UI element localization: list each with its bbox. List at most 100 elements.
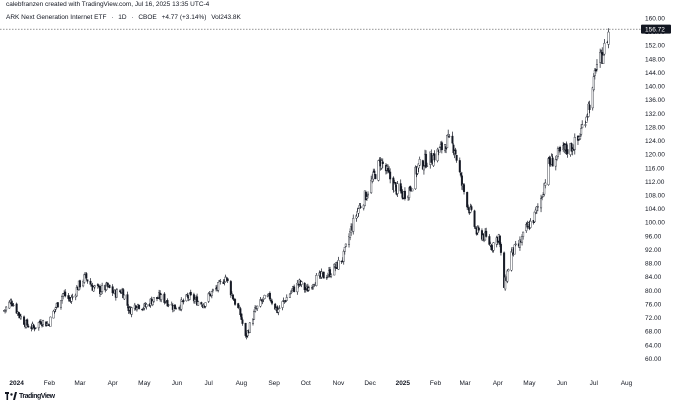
candle-body <box>506 270 509 282</box>
candle-body <box>426 165 429 167</box>
candle-body <box>59 300 62 308</box>
candle-body <box>554 159 557 167</box>
candle-body <box>270 300 273 304</box>
candle-body <box>111 286 114 294</box>
x-tick-label: Apr <box>493 380 504 387</box>
candle-body <box>594 69 597 72</box>
candle-body <box>75 287 78 297</box>
candle-body <box>37 321 40 329</box>
candle-body <box>142 308 145 310</box>
candle-body <box>418 159 421 166</box>
candle-body <box>529 221 532 228</box>
candle-body <box>126 294 129 306</box>
candle-body <box>289 291 292 294</box>
candle-body <box>92 286 95 292</box>
candle-body <box>513 244 516 255</box>
x-tick-label: May <box>523 380 536 387</box>
candle-body <box>378 159 381 161</box>
last-price-badge <box>641 24 671 34</box>
symbol-timeframe[interactable]: 1D <box>118 14 127 21</box>
symbol-exchange: CBOE <box>138 14 157 21</box>
candle-body <box>297 284 300 286</box>
candle-body <box>547 158 550 186</box>
candle-body <box>541 196 544 198</box>
candle-body <box>108 284 111 288</box>
candle-body <box>173 304 176 309</box>
y-tick-label: 76.00 <box>645 301 662 308</box>
candle-body <box>145 304 148 308</box>
candle-body <box>27 325 30 328</box>
candle-body <box>463 184 466 192</box>
candle-body <box>403 190 406 199</box>
candle-body <box>446 135 449 149</box>
candle-body <box>307 287 310 291</box>
candle-body <box>514 243 517 246</box>
candle-body <box>70 296 73 302</box>
candle-body <box>362 204 365 209</box>
candle-body <box>180 299 183 310</box>
candle-body <box>78 280 81 288</box>
y-tick-label: 64.00 <box>645 342 662 349</box>
candle-body <box>237 303 240 309</box>
candle-body <box>115 289 118 298</box>
tradingview-footer[interactable]: TradingView <box>5 392 55 400</box>
candle-body <box>394 181 397 185</box>
candle-body <box>85 273 88 279</box>
y-tick-label: 72.00 <box>645 315 662 322</box>
candle-body <box>466 192 469 208</box>
candle-body <box>189 291 192 296</box>
candle-body <box>261 300 264 302</box>
candle-body <box>579 136 582 140</box>
candle-body <box>300 281 303 285</box>
candle-body <box>343 246 346 252</box>
candle-body <box>219 280 222 282</box>
candle-body <box>430 153 433 163</box>
candle-body <box>454 149 457 155</box>
candle-body <box>207 293 210 302</box>
candle-body <box>377 160 380 181</box>
candle-body <box>326 275 329 277</box>
price-change: +4.77 (+3.14%) <box>161 14 207 21</box>
candle-body <box>588 104 591 110</box>
candle-body <box>357 208 360 214</box>
x-tick-label: Feb <box>430 380 442 387</box>
symbol-name[interactable]: ARK Next Generation Internet ETF <box>6 14 107 21</box>
candle-body <box>210 291 213 296</box>
candle-body <box>263 294 266 299</box>
candle-body <box>174 308 177 310</box>
candle-body <box>452 144 455 153</box>
candle-body <box>566 149 569 154</box>
candle-body <box>204 302 207 307</box>
candle-body <box>285 297 288 301</box>
candle-body <box>473 210 476 227</box>
candle-body <box>193 299 196 302</box>
y-tick-label: 80.00 <box>645 288 662 295</box>
candle-body <box>533 211 536 222</box>
candle-body <box>167 304 170 306</box>
candle-body <box>559 147 562 152</box>
candle-body <box>49 316 52 327</box>
x-tick-label: Oct <box>301 380 311 387</box>
candle-body <box>229 281 232 296</box>
candle-body <box>268 292 271 300</box>
x-tick-label: Feb <box>44 380 56 387</box>
candle-body <box>277 309 280 313</box>
candle-body <box>291 288 294 291</box>
candle-body <box>477 227 480 231</box>
candle-body <box>54 307 57 310</box>
candle-body <box>241 319 244 324</box>
candle-body <box>340 260 343 262</box>
candle-body <box>372 171 375 180</box>
candle-body <box>101 285 104 292</box>
x-tick-label: Aug <box>236 380 248 387</box>
candle-body <box>455 154 458 161</box>
candle-body <box>5 306 8 311</box>
x-tick-label: Jul <box>205 380 214 387</box>
candle-body <box>329 269 332 277</box>
y-tick-label: 96.00 <box>645 233 662 240</box>
candle-body <box>256 305 259 309</box>
candle-body <box>303 282 306 291</box>
chart-credit: calebfranzen created with TradingView.co… <box>6 1 210 8</box>
candle-body <box>244 322 247 336</box>
